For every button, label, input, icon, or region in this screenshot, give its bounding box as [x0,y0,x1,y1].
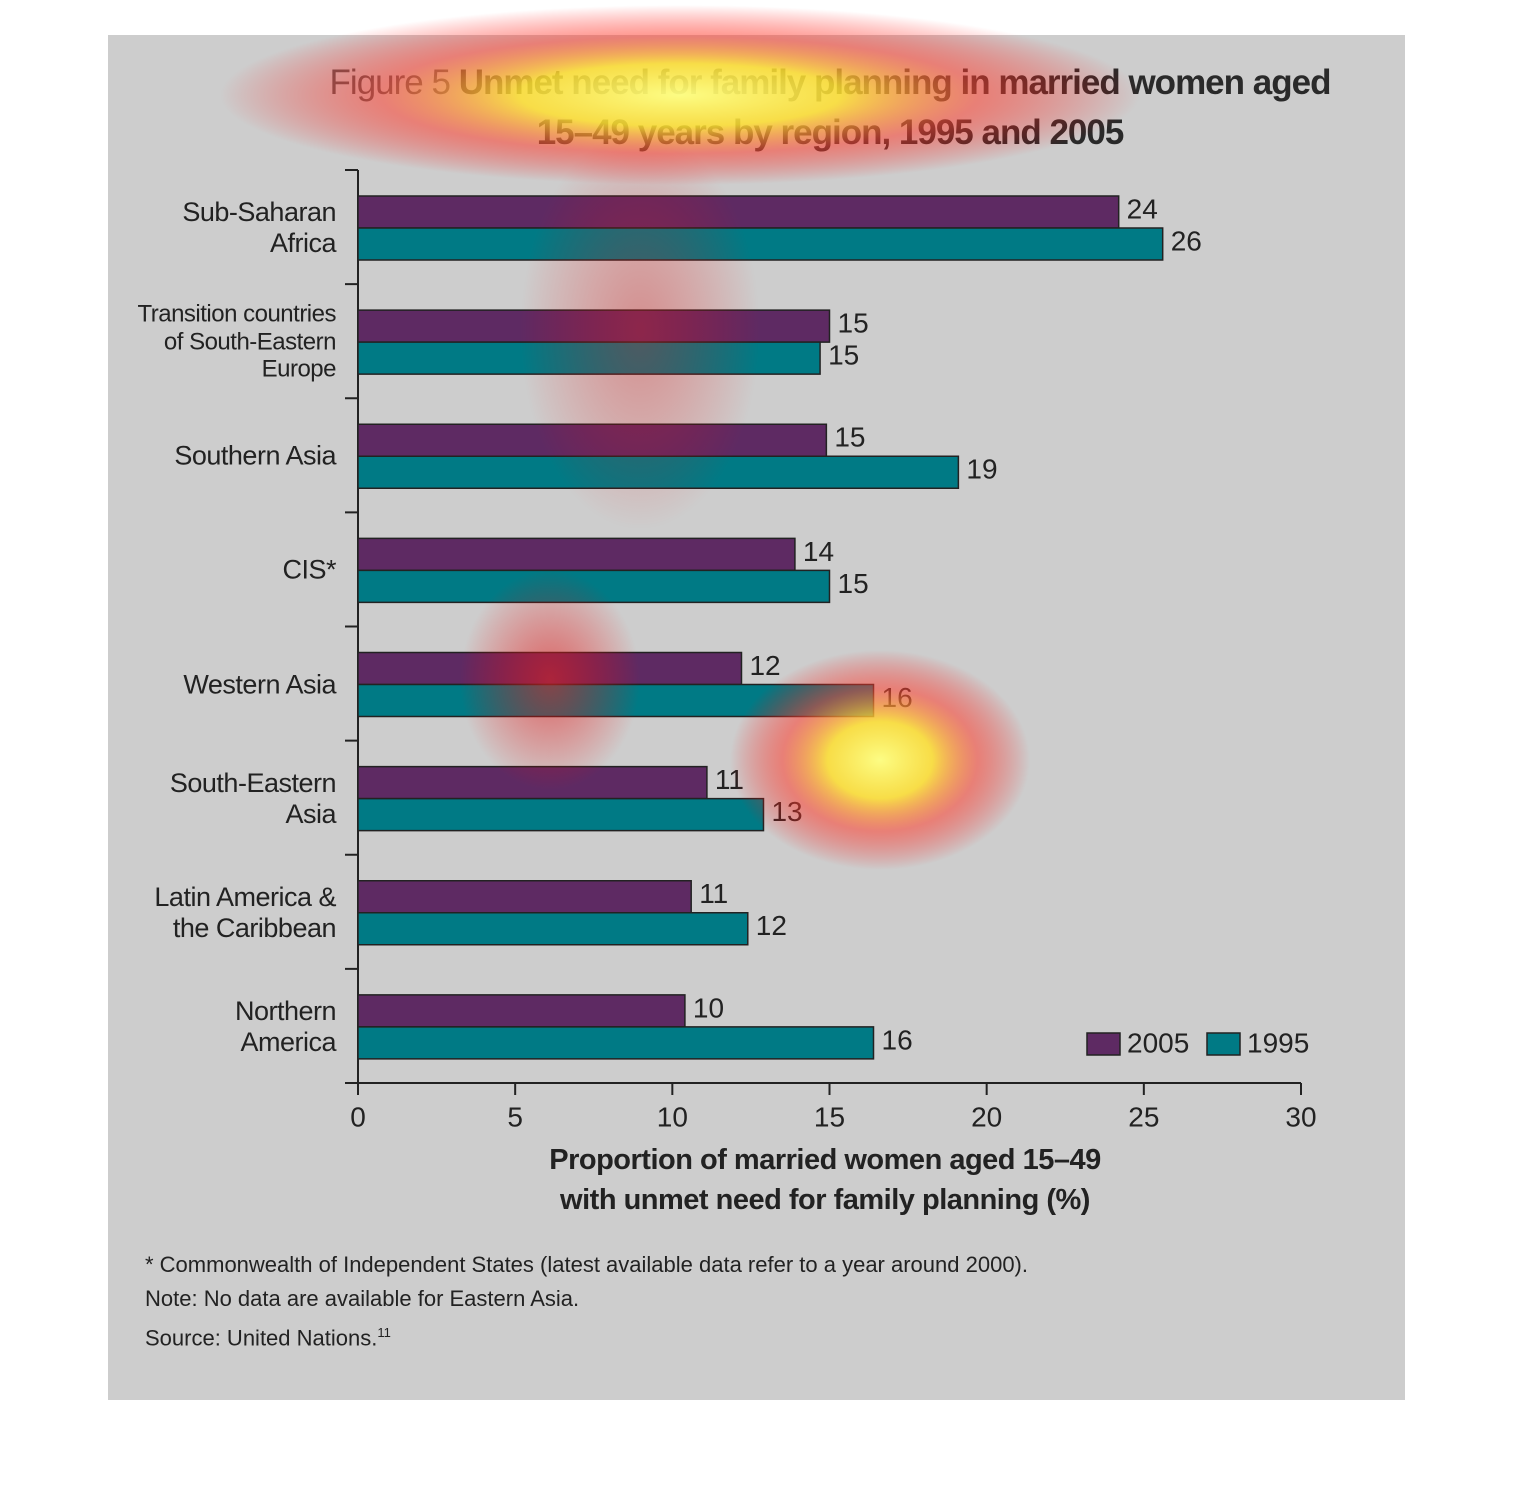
legend-label: 2005 [1127,1027,1189,1058]
x-tick-label: 25 [1128,1101,1159,1132]
bar [357,912,749,946]
bar [357,309,831,343]
value-label: 15 [838,308,869,339]
value-label: 10 [693,992,724,1023]
footnote: Source: United Nations.11 [145,1316,1028,1355]
value-label: 15 [834,422,865,453]
bar [357,797,765,832]
value-label: 15 [838,568,869,599]
bar [357,1026,875,1060]
footnote-text: Source: United Nations. [145,1325,378,1351]
x-axis-label: Proportion of married women aged 15–49 w… [549,1144,1101,1216]
y-tick-label: Transition countries of South-Eastern Eu… [137,300,336,383]
x-tick-label: 5 [507,1101,523,1132]
bar [357,227,1164,261]
value-label: 15 [828,340,859,371]
value-label: 26 [1171,225,1202,256]
bar [357,569,831,604]
value-label: 12 [756,910,787,941]
value-label: 16 [882,682,913,713]
legend-swatch [1206,1032,1241,1056]
value-label: 14 [803,536,834,567]
value-label: 16 [882,1024,913,1055]
x-tick-label: 15 [814,1101,845,1132]
y-tick-label: Western Asia [183,668,336,699]
bar [357,423,828,457]
bar [357,683,875,718]
bar [357,880,692,914]
footnote-ref: 11 [377,1325,391,1340]
y-tick-label: Latin America & the Caribbean [154,881,336,943]
bar [357,651,743,686]
x-tick-label: 20 [971,1101,1002,1132]
y-tick-label: Sub-Saharan Africa [182,196,336,258]
y-tick-label: CIS* [282,554,336,585]
value-label: 12 [749,650,780,681]
footnote: * Commonwealth of Independent States (la… [145,1252,1028,1277]
bar [357,341,821,375]
bar [357,455,960,489]
bar [357,994,686,1028]
value-label: 19 [966,454,997,485]
footnote: Note: No data are available for Eastern … [145,1286,580,1311]
x-tick-label: 30 [1285,1101,1316,1132]
legend-label: 1995 [1247,1027,1309,1058]
x-tick-label: 0 [350,1101,366,1132]
y-tick-label: South-Eastern Asia [169,767,337,829]
value-label: 11 [699,878,728,909]
y-tick-label: Southern Asia [174,440,336,471]
footnotes: * Commonwealth of Independent States (la… [145,1248,1028,1355]
legend-swatch [1086,1032,1121,1056]
bar [357,195,1120,229]
bar [357,537,796,572]
bar [357,765,708,800]
x-tick-label: 10 [657,1101,688,1132]
y-tick-label: Northern America [234,995,337,1057]
value-label: 24 [1127,193,1158,224]
value-label: 11 [715,764,744,795]
value-label: 13 [771,796,802,827]
